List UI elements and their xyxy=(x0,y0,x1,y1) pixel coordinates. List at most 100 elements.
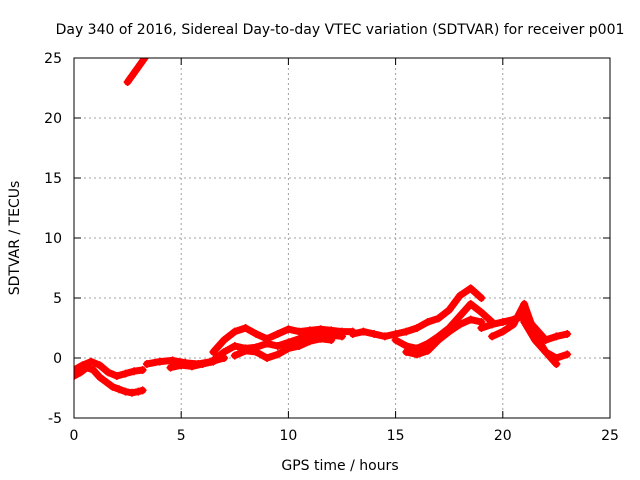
data-point xyxy=(112,372,121,380)
data-point xyxy=(445,306,454,314)
data-point xyxy=(241,324,250,332)
series-line xyxy=(231,335,335,362)
data-point xyxy=(488,332,497,341)
data-point xyxy=(273,330,282,338)
data-point xyxy=(273,350,282,359)
data-point xyxy=(327,336,336,344)
data-point xyxy=(445,327,454,336)
series-arc-e xyxy=(166,357,218,372)
data-point xyxy=(423,318,432,326)
data-point xyxy=(509,320,518,329)
data-point xyxy=(78,361,87,370)
grid xyxy=(74,58,610,418)
data-point xyxy=(295,327,304,336)
data-point xyxy=(230,342,239,350)
data-point xyxy=(230,327,239,336)
x-axis-label: GPS time / hours xyxy=(281,458,398,474)
y-tick-label: 5 xyxy=(53,291,62,307)
data-point xyxy=(305,337,314,346)
data-point xyxy=(520,300,529,308)
series-arc-h xyxy=(230,334,336,362)
data-point xyxy=(115,385,124,394)
series-arc-b xyxy=(74,357,147,380)
data-point xyxy=(455,312,464,320)
data-point xyxy=(87,357,96,366)
data-point xyxy=(563,350,572,359)
series-arc-c xyxy=(123,58,149,86)
data-point xyxy=(134,387,143,396)
data-point xyxy=(413,350,422,359)
data-point xyxy=(220,336,229,344)
data-point xyxy=(142,360,151,368)
data-point xyxy=(127,72,136,80)
data-point xyxy=(359,327,368,336)
data-point xyxy=(262,354,271,362)
data-point xyxy=(402,327,411,336)
y-tick-label: 15 xyxy=(44,171,62,187)
data-point xyxy=(466,300,475,308)
series-arc-a xyxy=(74,363,147,397)
data-point xyxy=(316,334,325,343)
data-point xyxy=(391,336,400,344)
data-point xyxy=(262,339,271,348)
x-tick-label: 25 xyxy=(601,428,619,444)
data-point xyxy=(89,366,98,374)
data-point xyxy=(209,356,218,365)
y-tick-label: 10 xyxy=(44,231,62,247)
data-point xyxy=(138,386,147,395)
series-arc-k xyxy=(402,315,486,359)
data-point xyxy=(155,357,164,366)
data-point xyxy=(108,382,117,391)
data-point xyxy=(488,320,497,329)
data-point xyxy=(520,318,529,326)
data-point xyxy=(477,294,486,302)
data-point xyxy=(252,348,261,356)
data-point xyxy=(434,336,443,344)
series-arc-i xyxy=(348,284,486,341)
data-point xyxy=(104,368,113,377)
data-point xyxy=(95,361,104,370)
data-point xyxy=(466,284,475,293)
data-point xyxy=(498,318,507,326)
data-point xyxy=(198,360,207,368)
data-point xyxy=(295,334,304,343)
data-point xyxy=(477,308,486,317)
data-point xyxy=(121,369,130,378)
data-point xyxy=(74,366,78,374)
data-point xyxy=(541,336,550,344)
data-point xyxy=(552,360,561,368)
tick-labels: 0 5 10 15 20 25 -5 0 5 10 15 20 25 xyxy=(44,51,619,444)
data-point xyxy=(136,60,145,68)
data-point xyxy=(498,327,507,336)
data-point xyxy=(284,344,293,353)
y-axis-label: SDTVAR / TECUs xyxy=(7,181,23,296)
x-tick-label: 0 xyxy=(70,428,79,444)
data-point xyxy=(130,367,139,376)
data-point xyxy=(284,325,293,334)
data-point xyxy=(95,373,104,382)
data-point xyxy=(220,348,229,356)
data-point xyxy=(370,330,379,338)
data-point xyxy=(541,348,550,356)
data-point xyxy=(434,314,443,323)
data-point xyxy=(102,378,111,386)
data-point xyxy=(530,336,539,344)
data-layer xyxy=(74,58,572,397)
data-point xyxy=(477,324,486,332)
data-point xyxy=(455,291,464,300)
data-point xyxy=(138,366,147,374)
data-point xyxy=(552,332,561,341)
data-point xyxy=(466,315,475,324)
data-point xyxy=(295,342,304,350)
data-point xyxy=(338,332,346,341)
data-point xyxy=(168,356,177,365)
data-point xyxy=(273,342,282,350)
data-point xyxy=(413,324,422,332)
data-point xyxy=(402,348,411,356)
ticks xyxy=(73,57,611,419)
data-point xyxy=(127,388,136,397)
data-point xyxy=(140,58,149,62)
y-tick-label: 25 xyxy=(44,51,62,67)
data-point xyxy=(455,320,464,329)
